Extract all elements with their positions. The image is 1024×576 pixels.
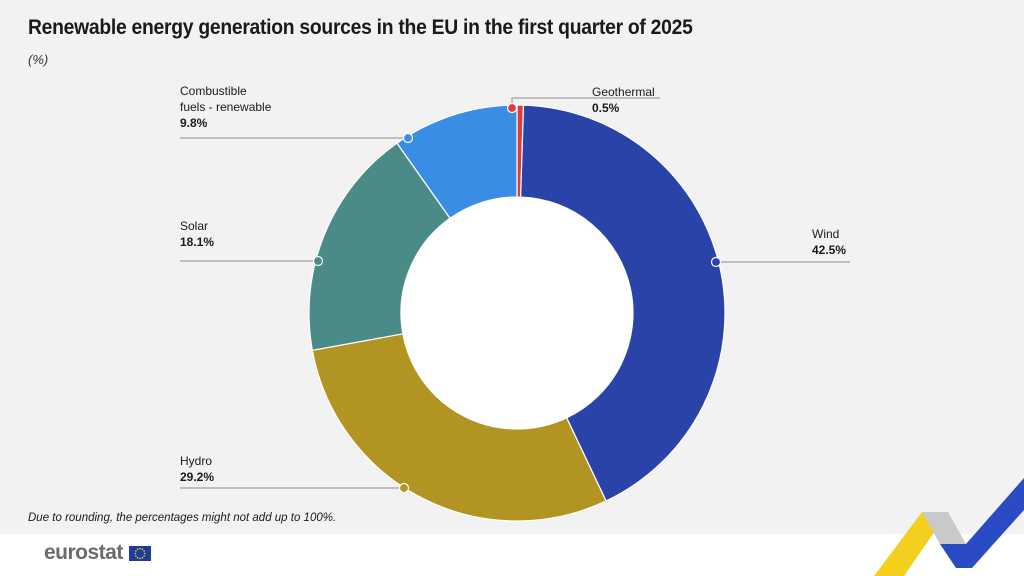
slice-name-label-hydro: Hydro <box>180 454 212 468</box>
marker-dot-geothermal <box>506 102 518 114</box>
slice-solar <box>308 142 451 352</box>
slice-value-label-hydro: 29.2% <box>180 470 214 484</box>
marker-dot-wind <box>710 256 722 268</box>
slice-name-label-solar: Solar <box>180 219 208 233</box>
slice-name-label-combustible-fuels-renewable: fuels - renewable <box>180 100 272 114</box>
footnote: Due to rounding, the percentages might n… <box>28 512 337 524</box>
eurostat-logo: eurostat <box>44 541 151 565</box>
slice-value-label-geothermal: 0.5% <box>592 101 620 115</box>
donut-chart: Geothermal 0.5% Wind 42.5% Hydro 29.2% Solar 18… <box>180 84 850 522</box>
slice-wind <box>520 104 726 502</box>
marker-dot-hydro <box>398 482 410 494</box>
eu-flag-icon <box>128 545 151 561</box>
chart-subtitle: (%) <box>28 52 49 67</box>
logo-text: eurostat <box>44 541 123 564</box>
decorative-chevron <box>874 478 1024 576</box>
slice-name-label-combustible-fuels-renewable: Combustible <box>180 84 247 98</box>
chart-title: Renewable energy generation sources in t… <box>28 16 693 39</box>
slice-name-label-geothermal: Geothermal <box>592 85 655 99</box>
donut-hole <box>401 197 633 429</box>
slice-name-label-wind: Wind <box>812 227 839 241</box>
slice-value-label-combustible-fuels-renewable: 9.8% <box>180 116 208 130</box>
marker-dot-combustible-fuels-renewable <box>402 132 414 144</box>
slice-hydro <box>311 333 607 522</box>
slice-value-label-wind: 42.5% <box>812 243 846 257</box>
slice-combustible-fuels-renewable <box>396 104 518 220</box>
marker-dot-solar <box>312 255 324 267</box>
footer-bar <box>0 534 1024 576</box>
slice-value-label-solar: 18.1% <box>180 235 214 249</box>
